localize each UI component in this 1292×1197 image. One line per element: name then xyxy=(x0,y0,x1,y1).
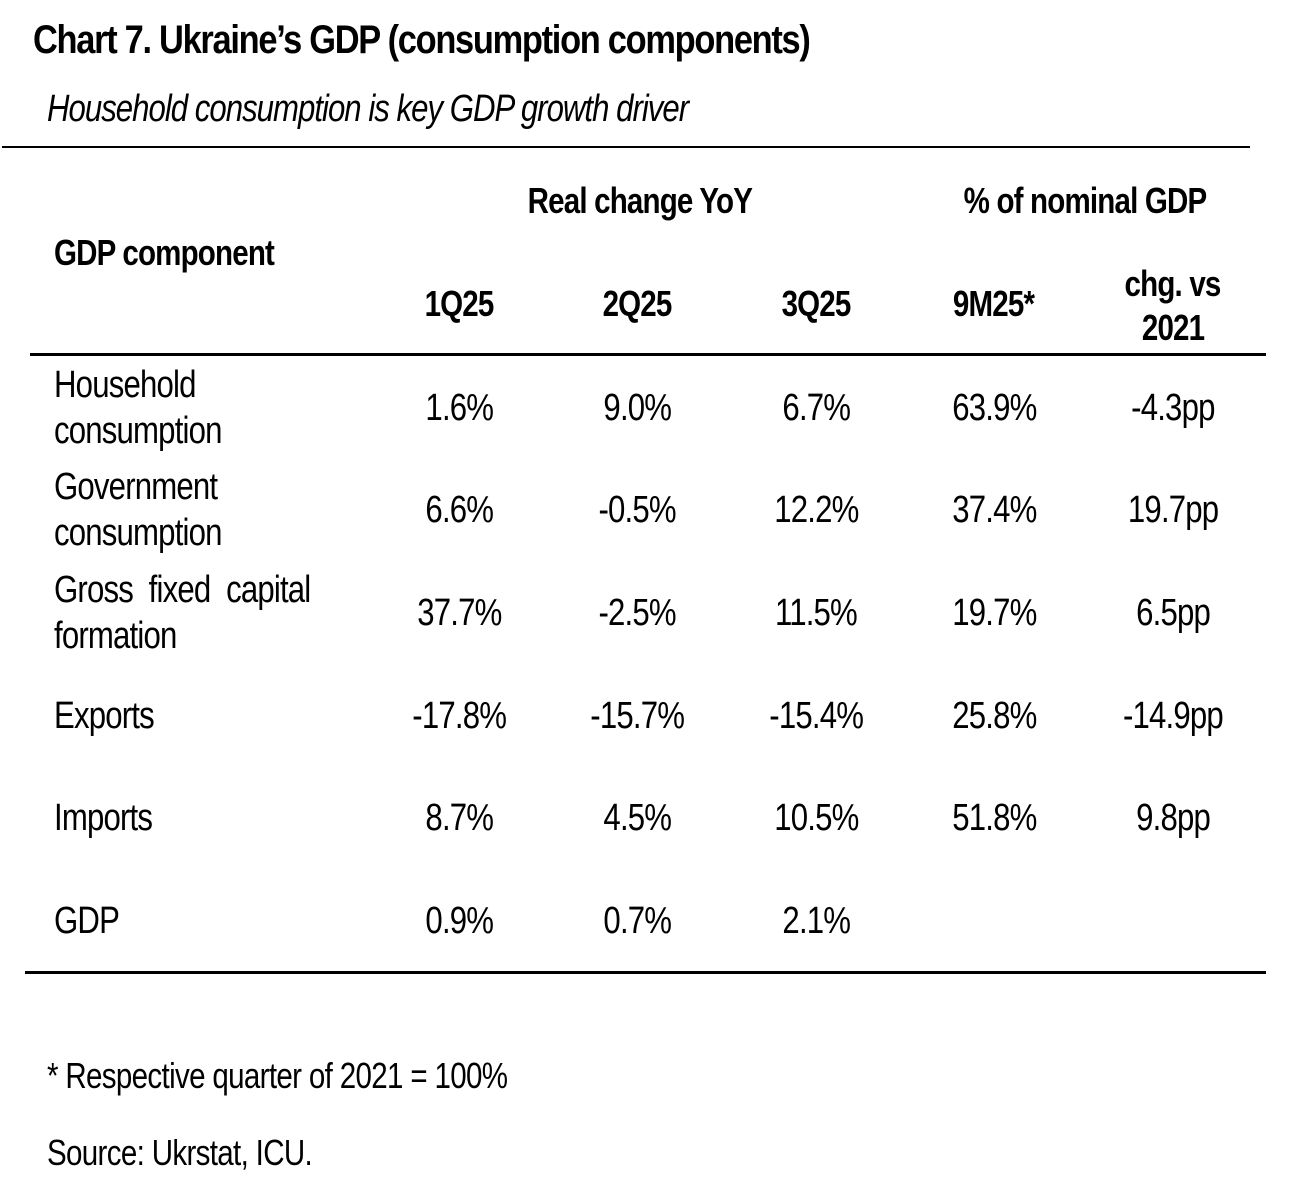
table-cell: -0.5% xyxy=(598,489,676,531)
table-cell: 6.5pp xyxy=(1136,592,1211,634)
row-label: Exports xyxy=(54,695,155,737)
row-label: Government consumption xyxy=(54,466,222,554)
chart-title: Chart 7. Ukraine’s GDP (consumption comp… xyxy=(33,18,811,62)
chart-subtitle: Household consumption is key GDP growth … xyxy=(47,88,689,130)
table-cell: 1.6% xyxy=(425,387,494,429)
header-gdp-component: GDP component xyxy=(54,232,275,273)
table-cell: 51.8% xyxy=(951,797,1037,839)
row-label: Gross fixed capital formation xyxy=(54,569,311,657)
table-cell: 37.7% xyxy=(416,592,502,634)
table-cell xyxy=(904,900,1084,943)
table-cell xyxy=(1083,900,1263,943)
header-group-nominal-gdp: % of nominal GDP xyxy=(963,180,1208,221)
table-cell: 9.8pp xyxy=(1136,797,1211,839)
table-cell: 8.7% xyxy=(425,797,494,839)
column-header: chg. vs 2021 xyxy=(1125,263,1222,348)
column-header: 2Q25 xyxy=(602,283,673,324)
table-cell: 0.7% xyxy=(603,900,672,942)
row-label: Household consumption xyxy=(54,364,222,452)
table-cell: 4.5% xyxy=(603,797,672,839)
table-cell: 19.7% xyxy=(951,592,1037,634)
table-cell: 9.0% xyxy=(603,387,672,429)
footnote: * Respective quarter of 2021 = 100% xyxy=(47,1055,508,1096)
header-group-real-change: Real change YoY xyxy=(527,180,753,221)
row-label: GDP xyxy=(54,900,120,942)
source-note: Source: Ukrstat, ICU. xyxy=(47,1132,313,1173)
table-cell: 2.1% xyxy=(782,900,851,942)
table-cell: -15.7% xyxy=(590,695,685,737)
top-rule xyxy=(2,146,1250,148)
header-rule xyxy=(30,353,1266,356)
table-cell: 19.7pp xyxy=(1127,489,1219,531)
table-cell: 6.7% xyxy=(782,387,851,429)
row-label: Imports xyxy=(54,797,153,839)
column-header: 1Q25 xyxy=(424,283,495,324)
column-header: 3Q25 xyxy=(781,283,852,324)
table-cell: 11.5% xyxy=(775,592,858,634)
table-cell: 63.9% xyxy=(951,387,1037,429)
table-cell: -14.9pp xyxy=(1123,695,1224,737)
table-cell: -15.4% xyxy=(769,695,864,737)
table-cell: 6.6% xyxy=(425,489,494,531)
table-cell: 25.8% xyxy=(951,695,1037,737)
table-cell: 10.5% xyxy=(773,797,859,839)
table-cell: 37.4% xyxy=(951,489,1037,531)
bottom-rule xyxy=(25,971,1266,974)
table-cell: -2.5% xyxy=(598,592,676,634)
table-cell: -17.8% xyxy=(412,695,507,737)
column-header: 9M25* xyxy=(953,283,1035,324)
table-cell: 12.2% xyxy=(773,489,859,531)
table-cell: 0.9% xyxy=(425,900,494,942)
table-cell: -4.3pp xyxy=(1131,387,1215,429)
